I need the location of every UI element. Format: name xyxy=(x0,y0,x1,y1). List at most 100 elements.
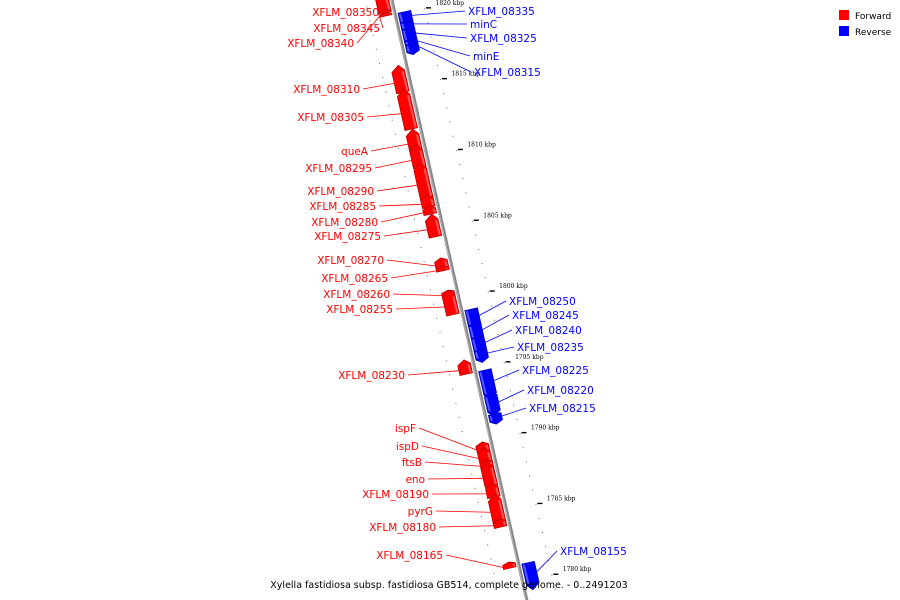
gene-label: XFLM_08180 xyxy=(369,522,436,534)
gene-arrow-xflm-08265 xyxy=(435,265,450,273)
coordinate-dot xyxy=(503,362,505,364)
coordinate-dot xyxy=(372,34,374,36)
leader-line xyxy=(362,82,395,90)
legend-forward-swatch xyxy=(839,10,849,20)
coordinate-dot xyxy=(516,418,518,420)
coordinate-dot xyxy=(439,78,442,81)
tick-label: 1805 kbp xyxy=(483,212,512,219)
coordinate-dot xyxy=(366,6,368,8)
coordinate-dot xyxy=(532,489,534,491)
gene-shade xyxy=(432,208,436,213)
legend-forward-label: Forward xyxy=(855,12,891,22)
coordinate-dot xyxy=(522,447,524,449)
gene-label: XFLM_08325 xyxy=(470,33,537,45)
coordinate-dot xyxy=(496,586,498,588)
gene-label: XFLM_08230 xyxy=(338,370,405,382)
gene-shade xyxy=(469,326,475,338)
coordinate-dot xyxy=(427,22,429,24)
gene-shade xyxy=(472,339,477,351)
gene-shade xyxy=(401,70,409,91)
gene-arrow-xflm-08340 xyxy=(378,12,393,18)
leader-line xyxy=(376,184,418,192)
gene-shade xyxy=(479,371,487,395)
coordinate-dot xyxy=(459,163,461,166)
gene-shade xyxy=(490,467,497,485)
coordinate-dot xyxy=(446,107,448,109)
gene-shade xyxy=(465,310,472,325)
coordinate-dot xyxy=(519,432,521,435)
gene-shade xyxy=(444,260,448,267)
coordinate-dot xyxy=(433,303,435,305)
gene-arrow-xflm-08215 xyxy=(487,412,503,425)
leader-line xyxy=(493,369,520,382)
gene-shade xyxy=(430,198,435,206)
tick-label: 1790 kbp xyxy=(531,425,560,432)
gene-label: XFLM_08335 xyxy=(468,6,535,18)
leader-line xyxy=(421,445,479,459)
gene-arrow-xflm-08280 xyxy=(422,205,438,216)
gene-arrow-xflm-08315 xyxy=(404,42,420,56)
gene-label: XFLM_08305 xyxy=(297,112,364,124)
leader-line xyxy=(383,229,428,237)
coordinate-dot xyxy=(529,475,531,477)
gene-label: ispD xyxy=(396,441,419,453)
leader-line xyxy=(411,10,466,16)
legend-reverse-label: Reverse xyxy=(855,28,892,38)
gene-label: XFLM_08250 xyxy=(509,296,576,308)
coordinate-dot xyxy=(461,431,463,433)
coordinate-dot xyxy=(433,50,435,52)
coordinate-dot xyxy=(369,20,371,22)
gene-shade xyxy=(446,267,449,270)
gene-shade xyxy=(487,451,492,461)
leader-line xyxy=(438,525,494,528)
coordinate-dot xyxy=(506,376,508,378)
gene-label: XFLM_08245 xyxy=(512,310,579,322)
coordinate-dot xyxy=(452,388,454,390)
legend-reverse-swatch xyxy=(839,26,849,36)
leader-line xyxy=(390,270,437,279)
coordinate-dot xyxy=(509,390,512,392)
gene-arrow-xflm-08235 xyxy=(473,348,489,363)
legend: Forward Reverse xyxy=(839,10,892,38)
gene-labels: XFLM_08350 XFLM_08345 XFLM_08340 XFLM_08335… xyxy=(287,6,627,562)
coordinate-dot xyxy=(430,36,432,38)
tick-label: 1795 kbp xyxy=(515,354,544,361)
coordinate-dot xyxy=(535,503,537,505)
gene-arrow-xflm-08275 xyxy=(424,213,443,239)
gene-shade xyxy=(435,219,441,236)
gene-label: XFLM_08255 xyxy=(326,304,393,316)
leader-line xyxy=(415,32,468,39)
gene-shade xyxy=(498,499,505,520)
gene-label: ispF xyxy=(395,423,416,435)
leader-line xyxy=(376,5,383,13)
gene-shade xyxy=(512,563,516,567)
leader-line xyxy=(427,477,484,480)
coordinate-dot xyxy=(455,149,458,151)
coordinate-dot xyxy=(493,572,495,574)
coordinate-dot xyxy=(388,105,390,107)
leader-line xyxy=(418,46,472,73)
coordinate-dot xyxy=(420,246,422,249)
coordinate-dot xyxy=(477,501,479,504)
leader-line xyxy=(380,212,424,223)
gene-shade xyxy=(401,23,405,30)
gene-shade xyxy=(415,134,422,149)
gene-label: XFLM_08350 xyxy=(312,7,379,19)
coordinate-dot xyxy=(471,220,473,222)
coordinate-dot xyxy=(407,190,409,192)
coordinate-dot xyxy=(487,544,489,546)
coordinate-dot xyxy=(548,560,550,562)
tick-label: 1820 kbp xyxy=(436,0,465,7)
gene-arrow-xflm-08255 xyxy=(442,289,460,317)
coordinate-dot xyxy=(443,93,445,95)
tick-label: 1800 kbp xyxy=(499,283,528,290)
leader-line xyxy=(417,40,471,57)
leader-line xyxy=(536,550,558,573)
gene-label: XFLM_08270 xyxy=(317,255,384,267)
coordinate-dot xyxy=(449,121,451,123)
gene-label: queA xyxy=(341,146,369,158)
coordinate-dot xyxy=(458,416,460,419)
leader-line xyxy=(370,143,408,152)
gene-shade xyxy=(402,30,408,41)
